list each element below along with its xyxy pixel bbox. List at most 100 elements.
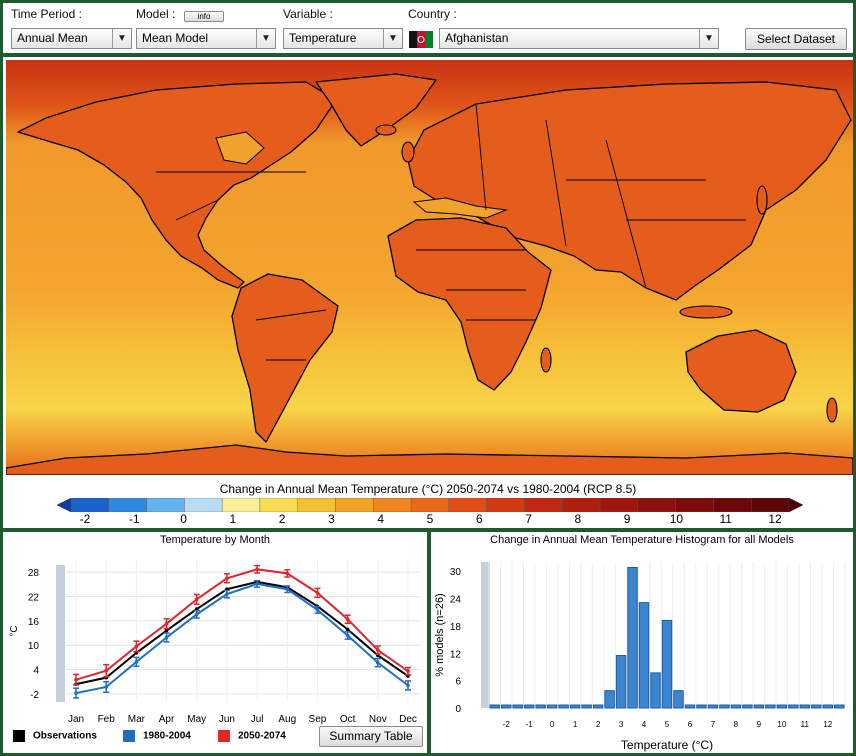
data-point [164, 635, 169, 640]
country-select[interactable]: Afghanistan ▼ [439, 28, 719, 49]
x-tick-label: Feb [98, 714, 116, 725]
summary-table-button[interactable]: Summary Table [319, 726, 423, 747]
y-axis-band [481, 562, 490, 708]
model-select[interactable]: Mean Model ▼ [136, 28, 276, 49]
colorbar-tick-label: 8 [574, 512, 582, 526]
histogram-bar [719, 704, 730, 709]
histogram-bar [523, 704, 535, 709]
data-point [315, 591, 320, 595]
colorbar-segment [184, 498, 223, 512]
x-tick-label: -2 [503, 720, 511, 729]
data-point [225, 592, 229, 596]
model-info-button[interactable]: info [184, 11, 224, 22]
data-point [104, 668, 108, 673]
variable-value: Temperature [289, 31, 357, 45]
colorbar-tick-label: -1 [128, 512, 140, 526]
select-dataset-button[interactable]: Select Dataset [745, 28, 847, 50]
data-point [345, 627, 350, 632]
y-tick-label: 4 [33, 666, 39, 677]
histogram-bar [489, 704, 500, 709]
colorbar-segment [335, 498, 374, 512]
y-tick-label: 12 [450, 649, 462, 660]
histogram-bar [650, 672, 661, 709]
indonesia-shape [679, 305, 733, 319]
x-tick-label: 9 [757, 720, 762, 729]
x-tick-label: -1 [526, 720, 534, 729]
y-tick-label: 6 [455, 677, 461, 688]
colorbar-tick-label: 4 [377, 512, 385, 526]
x-tick-label: 12 [823, 720, 832, 729]
japan-shape [756, 185, 768, 215]
histogram-bar [684, 704, 696, 709]
x-tick-label: 3 [619, 720, 624, 729]
data-point [255, 567, 259, 572]
data-point [164, 628, 169, 633]
data-point [345, 617, 350, 622]
colorbar-segment [713, 498, 752, 512]
data-point [376, 648, 380, 652]
x-tick-label: 7 [711, 720, 716, 729]
africa-shape [387, 217, 552, 391]
histogram-bar [627, 566, 638, 709]
colorbar-segment [486, 498, 525, 512]
x-tick-label: Jan [68, 714, 84, 725]
colorbar-low-arrow [57, 498, 72, 512]
mediterranean-shape [412, 197, 508, 219]
time-period-select[interactable]: Annual Mean ▼ [11, 28, 132, 49]
color-scale-bar [57, 498, 803, 512]
colorbar-segment [146, 498, 185, 512]
histogram-bar [788, 704, 799, 709]
colorbar-tick-label: 0 [180, 512, 187, 526]
hudson-bay-shape [215, 131, 265, 165]
legend-1980-2004: 1980-2004 [123, 730, 191, 742]
colorbar-segment [221, 498, 261, 512]
data-point [225, 576, 229, 581]
x-tick-label: 2 [596, 720, 601, 729]
x-tick-label: Jun [219, 714, 235, 725]
x-tick-label: 6 [688, 720, 693, 729]
data-point [406, 683, 410, 688]
y-tick-label: 16 [28, 617, 40, 628]
y-axis-label: °C [9, 625, 20, 636]
data-point [74, 691, 78, 695]
legend-swatch [123, 730, 135, 742]
colorbar-segment [675, 498, 714, 512]
y-tick-label: 30 [450, 567, 462, 578]
legend-2050-2074: 2050-2074 [218, 730, 286, 742]
legend-title: Change in Annual Mean Temperature (°C) 2… [219, 482, 637, 496]
x-tick-label: Aug [278, 714, 296, 725]
colorbar-segment [373, 498, 412, 512]
histogram-panel: Change in Annual Mean Temperature Histog… [428, 529, 856, 756]
histogram-bar [615, 655, 627, 709]
chevron-down-icon: ▼ [256, 29, 275, 48]
data-point [255, 582, 259, 586]
x-tick-label: 8 [734, 720, 739, 729]
colorbar-segment [599, 498, 639, 512]
colorbar-tick-label: -2 [79, 512, 91, 526]
histogram-bar [558, 704, 569, 709]
world-map-svg [6, 60, 853, 475]
series-line [75, 580, 409, 686]
y-tick-label: 28 [28, 568, 40, 579]
colorbar-tick-label: 3 [328, 512, 335, 526]
series-line [75, 582, 409, 695]
colorbar-segment [448, 498, 487, 512]
y-axis-band [56, 565, 65, 702]
chevron-down-icon: ▼ [699, 29, 718, 48]
x-tick-label: 10 [777, 720, 786, 729]
colorbar-segment [562, 498, 601, 512]
y-tick-label: 10 [28, 641, 40, 652]
series-line [75, 568, 409, 681]
chevron-down-icon: ▼ [112, 29, 131, 48]
north-america-shape [17, 81, 337, 289]
country-value: Afghanistan [445, 31, 509, 45]
histogram-bar [696, 704, 707, 709]
x-tick-label: Apr [159, 714, 175, 725]
y-axis-label: % models (n=26) [434, 593, 446, 676]
variable-select[interactable]: Temperature ▼ [283, 28, 403, 49]
histogram-bar [834, 704, 845, 709]
world-map[interactable] [6, 60, 853, 475]
colorbar-segment [637, 498, 676, 512]
colorbar-segment [70, 498, 109, 512]
monthly-chart-title: Temperature by Month [159, 534, 271, 546]
